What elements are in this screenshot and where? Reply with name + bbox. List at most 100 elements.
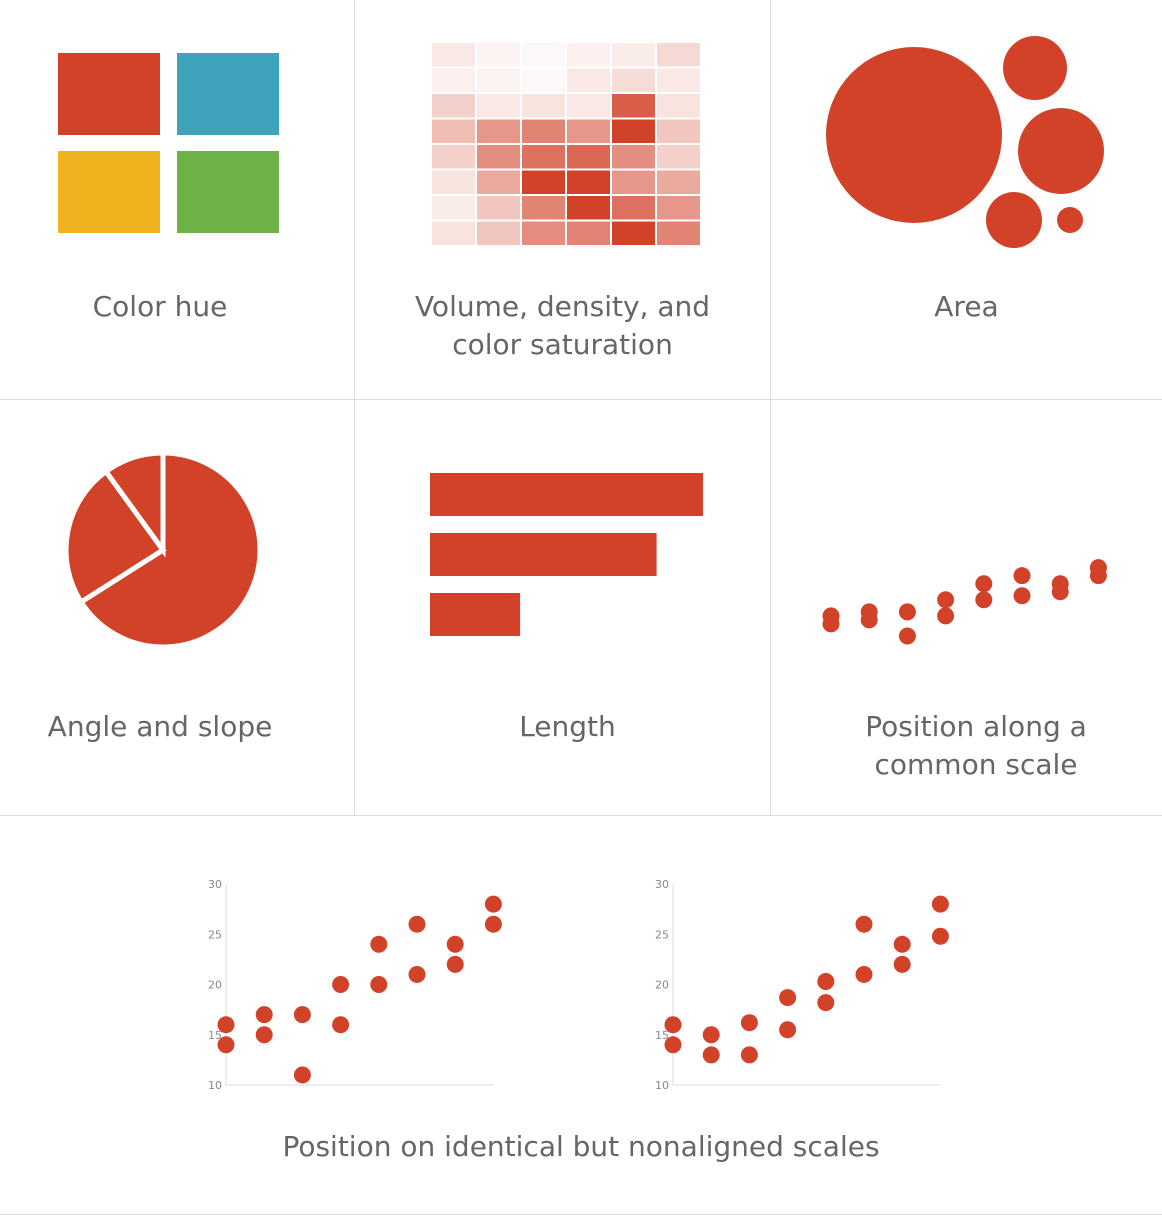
scatter-point bbox=[855, 915, 873, 933]
scatter-point bbox=[779, 1021, 797, 1039]
saturation-cell bbox=[522, 94, 565, 118]
common-scale-dot bbox=[1013, 567, 1031, 585]
length-bar-2 bbox=[430, 533, 657, 576]
scatter-point bbox=[446, 955, 464, 973]
y-tick-label: 15 bbox=[655, 1029, 669, 1042]
color-hue-label: Color hue bbox=[92, 290, 228, 323]
saturation-cell bbox=[477, 196, 520, 220]
hue-swatch-2 bbox=[177, 53, 279, 135]
saturation-cell bbox=[477, 43, 520, 67]
saturation-cell bbox=[567, 119, 610, 143]
hue-swatch-3 bbox=[58, 151, 160, 233]
saturation-cell bbox=[612, 43, 655, 67]
scatter-point bbox=[893, 935, 911, 953]
cell-nonaligned: 30 25 20 15 10 30 25 20 15 10 Position on identic… bbox=[0, 816, 1162, 1214]
saturation-cell bbox=[612, 145, 655, 169]
nonaligned-label: Position on identical but nonaligned sca… bbox=[282, 1130, 880, 1163]
cell-angle: Angle and slope bbox=[0, 400, 354, 815]
hue-swatch-1 bbox=[58, 53, 160, 135]
scatter-point bbox=[217, 1036, 235, 1054]
scatter-point bbox=[702, 1046, 720, 1064]
common-scale-dot bbox=[898, 603, 916, 621]
scatter-point bbox=[664, 1036, 682, 1054]
saturation-cell bbox=[612, 196, 655, 220]
saturation-cell bbox=[612, 221, 655, 245]
saturation-cell bbox=[612, 68, 655, 92]
scatter-point bbox=[817, 994, 835, 1012]
saturation-cell bbox=[657, 170, 700, 194]
saturation-cell bbox=[567, 94, 610, 118]
saturation-cell bbox=[657, 43, 700, 67]
pie-slice-3 bbox=[102, 450, 166, 558]
common-scale-label: Position along a common scale bbox=[865, 710, 1087, 781]
y-tick-label: 30 bbox=[208, 878, 222, 891]
saturation-grid bbox=[432, 43, 700, 245]
scatter-point bbox=[893, 955, 911, 973]
area-circle-bottom-tiny bbox=[1057, 207, 1083, 233]
saturation-cell bbox=[432, 43, 475, 67]
scatter-point bbox=[779, 989, 797, 1007]
saturation-cell bbox=[477, 119, 520, 143]
scatter-point bbox=[817, 972, 835, 990]
saturation-label: Volume, density, and color saturation bbox=[414, 290, 711, 361]
area-circles bbox=[826, 36, 1104, 248]
saturation-cell bbox=[657, 196, 700, 220]
y-tick-label: 10 bbox=[208, 1079, 222, 1092]
cell-length: Length bbox=[355, 400, 770, 815]
scatter-point bbox=[332, 976, 350, 993]
saturation-cell bbox=[432, 221, 475, 245]
length-label: Length bbox=[519, 710, 616, 743]
nonaligned-scatterplots: 30 25 20 15 10 30 25 20 15 10 bbox=[208, 878, 949, 1092]
saturation-cell bbox=[612, 119, 655, 143]
scatter-point bbox=[702, 1026, 720, 1044]
saturation-cell bbox=[657, 94, 700, 118]
divider-vertical-2 bbox=[770, 0, 771, 815]
scatter-point bbox=[255, 1006, 273, 1024]
length-bar-3 bbox=[430, 593, 521, 636]
area-circle-large bbox=[826, 47, 1002, 223]
saturation-cell bbox=[657, 221, 700, 245]
y-tick-label: 25 bbox=[655, 928, 669, 941]
cell-saturation: Volume, density, and color saturation bbox=[355, 0, 770, 399]
saturation-cell bbox=[567, 43, 610, 67]
saturation-cell bbox=[432, 170, 475, 194]
saturation-cell bbox=[522, 43, 565, 67]
common-scale-dot bbox=[1089, 567, 1107, 585]
scatter-point bbox=[484, 915, 502, 933]
scatter-point bbox=[740, 1014, 758, 1032]
cell-color-hue: Color hue bbox=[0, 0, 354, 399]
saturation-cell bbox=[477, 170, 520, 194]
scatter-point bbox=[408, 915, 426, 933]
length-bar-1 bbox=[430, 473, 703, 516]
scatter-point bbox=[931, 927, 949, 945]
y-tick-label: 30 bbox=[655, 878, 669, 891]
saturation-cell bbox=[612, 170, 655, 194]
pie-slice-1 bbox=[77, 450, 263, 650]
cell-area: Area bbox=[771, 0, 1162, 399]
saturation-cell bbox=[522, 170, 565, 194]
scatter-point bbox=[217, 1016, 235, 1034]
scatter-point bbox=[740, 1046, 758, 1064]
divider-horizontal-2 bbox=[0, 815, 1162, 816]
cell-common-scale: Position along a common scale bbox=[771, 400, 1162, 815]
scatter-point bbox=[408, 965, 426, 983]
saturation-cell bbox=[432, 145, 475, 169]
area-label: Area bbox=[934, 290, 999, 323]
y-tick-label: 25 bbox=[208, 928, 222, 941]
scatter-point bbox=[255, 1026, 273, 1044]
saturation-cell bbox=[432, 94, 475, 118]
divider-horizontal-3 bbox=[0, 1214, 1162, 1215]
common-scale-dot bbox=[975, 575, 993, 593]
common-scale-dot bbox=[1013, 587, 1031, 605]
saturation-cell bbox=[522, 119, 565, 143]
saturation-cell bbox=[567, 68, 610, 92]
pie-slice-2 bbox=[63, 468, 167, 606]
saturation-cell bbox=[522, 221, 565, 245]
area-circle-bottom-small bbox=[986, 192, 1042, 248]
color-hue-swatches bbox=[58, 53, 279, 233]
saturation-cell bbox=[657, 145, 700, 169]
scatter-point bbox=[293, 1006, 311, 1024]
hue-swatch-4 bbox=[177, 151, 279, 233]
saturation-cell bbox=[477, 221, 520, 245]
y-tick-label: 15 bbox=[208, 1029, 222, 1042]
